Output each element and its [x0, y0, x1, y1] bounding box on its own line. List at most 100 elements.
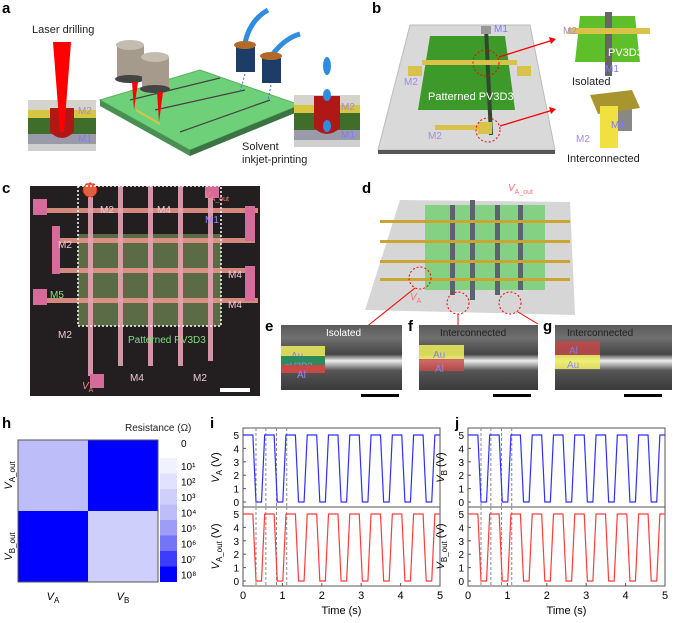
laser-drilling-cross-section: [28, 42, 96, 151]
e-scale-bar: [361, 394, 399, 397]
e-pv3d3-layer: pV3D3: [281, 356, 325, 371]
y-tick-label: 0: [458, 577, 464, 588]
a-m2-label: M2: [78, 106, 92, 117]
y-tick-label: 4: [233, 444, 239, 455]
x-tick-label: 3: [583, 590, 589, 602]
interconnected-label: Interconnected: [567, 153, 640, 165]
heatmap-col-label: VA: [47, 591, 60, 605]
panel-label-b: b: [372, 0, 382, 17]
waveform-series: [468, 513, 665, 582]
y-tick-label: 5: [458, 431, 464, 442]
y-tick-label: 1: [233, 564, 239, 575]
heatmap-col-label: VB: [117, 591, 130, 605]
a-m1-label: M1: [78, 134, 92, 145]
x-tick-label: 1: [279, 590, 285, 602]
f-title: Interconnected: [440, 328, 507, 339]
panel-label-j: j: [455, 415, 460, 432]
x-tick-label: 4: [623, 590, 629, 602]
colorbar-tick-label: 10³: [181, 493, 196, 504]
c-m5-label: M5: [50, 290, 64, 301]
colorbar-swatch: [160, 458, 177, 474]
g-au-layer: Au: [555, 355, 600, 371]
y-tick-label: 0: [458, 498, 464, 509]
heatmap-cell: [88, 440, 158, 511]
waveform-series: [243, 513, 440, 582]
panel-a-illustration: [28, 7, 360, 156]
panel-d-illustration: [354, 200, 575, 337]
x-tick-label: 3: [358, 590, 364, 602]
colorbar-swatch: [160, 473, 177, 489]
d-va-label: VA: [410, 292, 422, 305]
heatmap-title: Resistance (Ω): [125, 423, 192, 434]
x-tick-label: 5: [437, 590, 443, 602]
g-al-layer: Al: [555, 341, 600, 357]
f-al-label: Al: [435, 364, 444, 375]
panel-label-e: e: [265, 318, 274, 335]
colorbar-tick-label: 10⁵: [181, 524, 196, 535]
x-tick-label: 2: [319, 590, 325, 602]
y-tick-label: 5: [233, 431, 239, 442]
panel-label-d: d: [362, 180, 372, 197]
colorbar-swatch: [160, 489, 177, 505]
heatmap-cell: [18, 511, 88, 582]
y-tick-label: 2: [458, 471, 464, 482]
colorbar-tick-label: 10⁶: [181, 539, 196, 550]
heatmap-frame: [17, 439, 159, 583]
x-tick-label: 0: [240, 590, 246, 602]
inkjet-nozzles: [234, 7, 301, 101]
x-tick-label: 0: [465, 590, 471, 602]
f-au-layer: Au: [419, 345, 464, 361]
colorbar-swatch: [160, 520, 177, 536]
y-tick-label: 3: [233, 458, 239, 469]
colorbar-tick-label: 0: [181, 439, 187, 450]
y-axis-label: VA_out (V): [210, 524, 224, 570]
colorbar-tick-label: 10²: [181, 477, 196, 488]
isolated-label: Isolated: [572, 76, 611, 88]
heatmap-cell: [18, 440, 88, 511]
x-tick-label: 2: [544, 590, 550, 602]
y-tick-label: 5: [233, 510, 239, 521]
b-pv3d3-label: PV3D3: [608, 47, 643, 59]
y-tick-label: 5: [458, 510, 464, 521]
colorbar-tick-label: 10⁸: [181, 570, 196, 581]
y-tick-label: 3: [233, 537, 239, 548]
panel-c-micrograph: [30, 182, 260, 396]
g-al-label: Al: [569, 346, 578, 357]
g-scale-bar: [624, 394, 662, 397]
colorbar-swatch: [160, 535, 177, 551]
e-title: Isolated: [326, 328, 362, 339]
resistance-heatmap: 0 10¹ 10² 10³ 10⁴ 10⁵ 10⁶ 10⁷ 10⁸ VA_out VB_out VA V…: [3, 439, 196, 605]
c-patterned-pv3d3-label: Patterned PV3D3: [128, 335, 206, 346]
scale-bar: [220, 388, 250, 392]
g-au-label: Au: [567, 360, 580, 371]
x-axis-label: Time (s): [547, 605, 587, 617]
colorbar-tick-label: 10⁷: [181, 555, 196, 566]
panel-label-g: g: [543, 318, 553, 335]
waveform-series: [243, 434, 440, 503]
y-tick-label: 1: [458, 485, 464, 496]
e-au-layer: Au: [281, 346, 325, 362]
c-va-label: VA: [82, 381, 94, 394]
y-tick-label: 4: [458, 523, 464, 534]
laser-objectives: [115, 40, 170, 122]
panel-j-waveforms: 0 1 2 3 4 5 VB (V) 0 1 2 3 4 5 VB_out (V) 0 1 2 3 4 5 Time (…: [435, 427, 668, 617]
y-tick-label: 2: [233, 471, 239, 482]
interconnected-via: [590, 90, 640, 148]
y-tick-label: 3: [458, 458, 464, 469]
c-m4-label-right: M4: [228, 270, 242, 281]
panel-b-illustration: [377, 12, 650, 154]
panel-label-i: i: [210, 415, 215, 432]
y-tick-label: 1: [458, 564, 464, 575]
laser-drilling-label: Laser drilling: [32, 24, 95, 36]
c-m2-label-left: M2: [58, 240, 72, 251]
laser-beam: [53, 42, 71, 132]
y-tick-label: 0: [233, 577, 239, 588]
panel-label-f: f: [408, 318, 413, 335]
x-tick-label: 4: [398, 590, 404, 602]
d-va-out-label: VA_out: [508, 183, 533, 196]
y-axis-label: VA (V): [210, 452, 224, 482]
b-m1-label: M1: [494, 24, 508, 35]
c-m4-label-top: M4: [157, 205, 171, 216]
heatmap-row-label: VA_out: [3, 461, 17, 490]
